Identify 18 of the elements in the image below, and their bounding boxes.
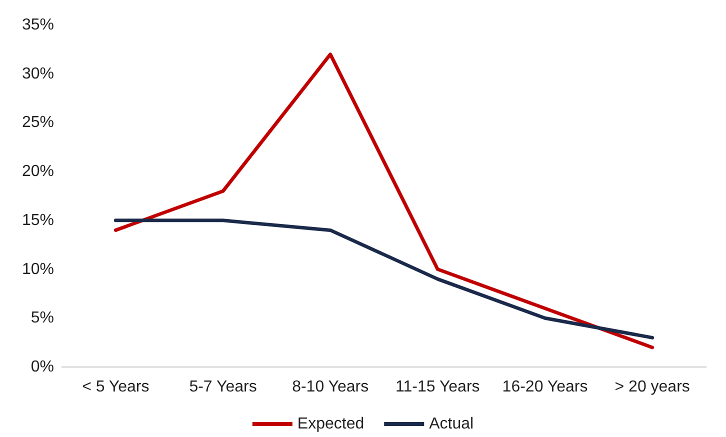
y-tick-label: 35% xyxy=(22,16,54,34)
y-tick-label: 20% xyxy=(22,163,54,180)
y-tick-label: 0% xyxy=(30,358,54,376)
x-tick-label: 5-7 Years xyxy=(189,378,257,396)
x-tick-label: > 20 years xyxy=(614,378,690,396)
x-tick-label: 11-15 Years xyxy=(396,378,480,396)
y-tick-label: 10% xyxy=(22,260,54,278)
legend-label: Actual xyxy=(429,416,474,432)
y-tick-label: 30% xyxy=(22,65,54,82)
y-tick-label: 15% xyxy=(22,212,54,229)
x-tick-label: 16-20 Years xyxy=(502,378,588,396)
legend-label: Expected xyxy=(297,416,364,432)
x-tick-label: < 5 Years xyxy=(82,378,150,396)
line-series xyxy=(114,52,654,350)
y-tick-label: 25% xyxy=(22,114,54,132)
line-series xyxy=(114,218,654,340)
y-tick-label: 5% xyxy=(30,310,54,327)
x-tick-label: 8-10 Years xyxy=(292,378,369,396)
